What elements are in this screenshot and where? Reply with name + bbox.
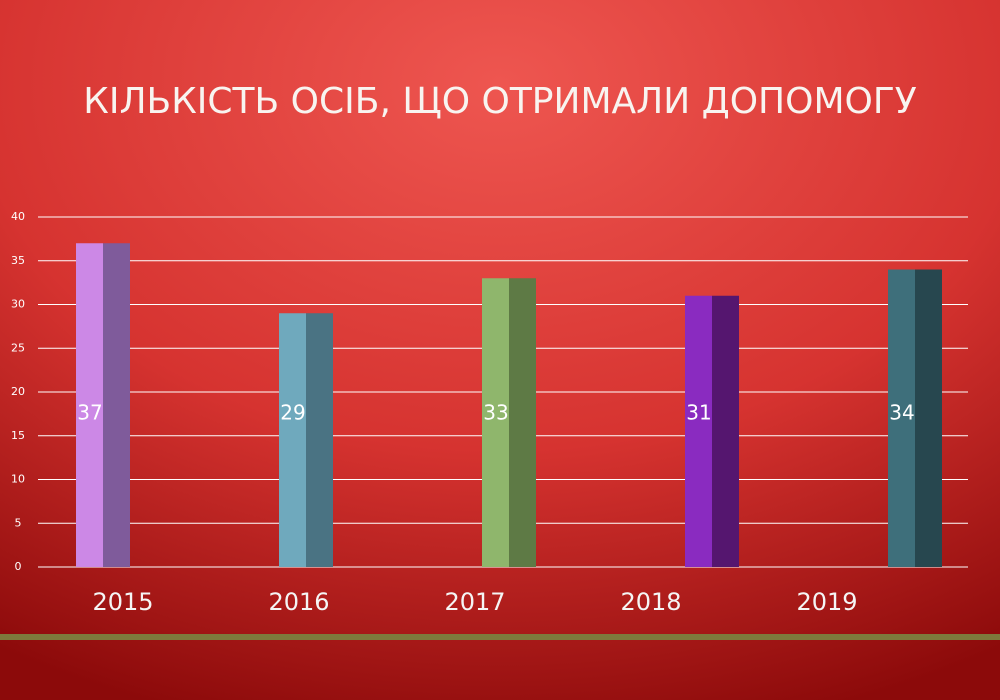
bar — [482, 278, 509, 567]
y-tick-label: 15 — [11, 429, 25, 442]
divider — [0, 634, 1000, 640]
y-tick-label: 0 — [15, 560, 22, 573]
bar-side — [103, 243, 130, 567]
y-tick-label: 30 — [11, 298, 25, 311]
x-tick-label: 2017 — [444, 588, 505, 616]
bar-side — [306, 313, 333, 567]
bar-side — [712, 295, 739, 567]
bar-side — [915, 269, 942, 567]
bar-side — [509, 278, 536, 567]
x-tick-label: 2015 — [92, 588, 153, 616]
y-tick-label: 20 — [11, 385, 25, 398]
x-tick-label: 2016 — [268, 588, 329, 616]
data-label: 29 — [280, 401, 305, 425]
data-label: 37 — [77, 401, 102, 425]
x-tick-label: 2018 — [620, 588, 681, 616]
y-tick-label: 10 — [11, 473, 25, 486]
chart-title: КІЛЬКІСТЬ ОСІБ, ЩО ОТРИМАЛИ ДОПОМОГУ — [83, 81, 917, 122]
bar — [76, 243, 103, 567]
y-tick-label: 35 — [11, 254, 25, 267]
bar — [279, 313, 306, 567]
data-label: 33 — [483, 401, 508, 425]
y-tick-label: 40 — [11, 210, 25, 223]
bar — [888, 269, 915, 567]
y-tick-label: 25 — [11, 341, 25, 354]
x-tick-label: 2019 — [796, 588, 857, 616]
y-tick-label: 5 — [15, 516, 22, 529]
data-label: 31 — [686, 401, 711, 425]
data-label: 34 — [889, 401, 914, 425]
bar — [685, 295, 712, 567]
